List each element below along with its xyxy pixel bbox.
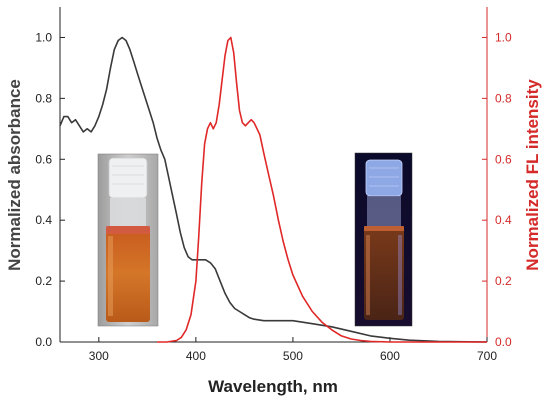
y-right-tick-label: 0.4 — [495, 213, 512, 227]
x-tick-label: 400 — [186, 349, 206, 363]
fluorescence-series-line — [157, 36, 487, 343]
y-axis-left-ticks: 0.0 0.2 0.4 0.6 0.8 1.0 — [35, 30, 65, 349]
x-axis-title: Wavelength, nm — [208, 377, 338, 396]
absorbance-series-line — [59, 36, 488, 343]
inset-vial-daylight — [97, 153, 159, 327]
y-left-tick-label: 0.8 — [35, 91, 52, 105]
x-tick-label: 700 — [477, 349, 497, 363]
y-right-tick-label: 0.0 — [495, 335, 512, 349]
y-left-tick-label: 0.2 — [35, 274, 52, 288]
x-tick-label: 600 — [380, 349, 400, 363]
y-left-tick-label: 1.0 — [35, 30, 52, 44]
x-axis-ticks: 300 400 500 600 700 — [89, 337, 497, 363]
x-tick-label: 500 — [283, 349, 303, 363]
x-tick-label: 300 — [89, 349, 109, 363]
y-left-tick-label: 0.6 — [35, 152, 52, 166]
y-right-tick-label: 0.6 — [495, 152, 512, 166]
y-right-tick-label: 0.2 — [495, 274, 512, 288]
y-right-tick-label: 1.0 — [495, 30, 512, 44]
y-left-tick-label: 0.4 — [35, 213, 52, 227]
y-left-tick-label: 0.0 — [35, 335, 52, 349]
y-right-tick-label: 0.8 — [495, 91, 512, 105]
inset-vial-uv — [354, 152, 413, 327]
y-axis-left-title: Normalized absorbance — [5, 79, 24, 271]
y-axis-right-title: Normalized FL intensity — [523, 79, 542, 271]
